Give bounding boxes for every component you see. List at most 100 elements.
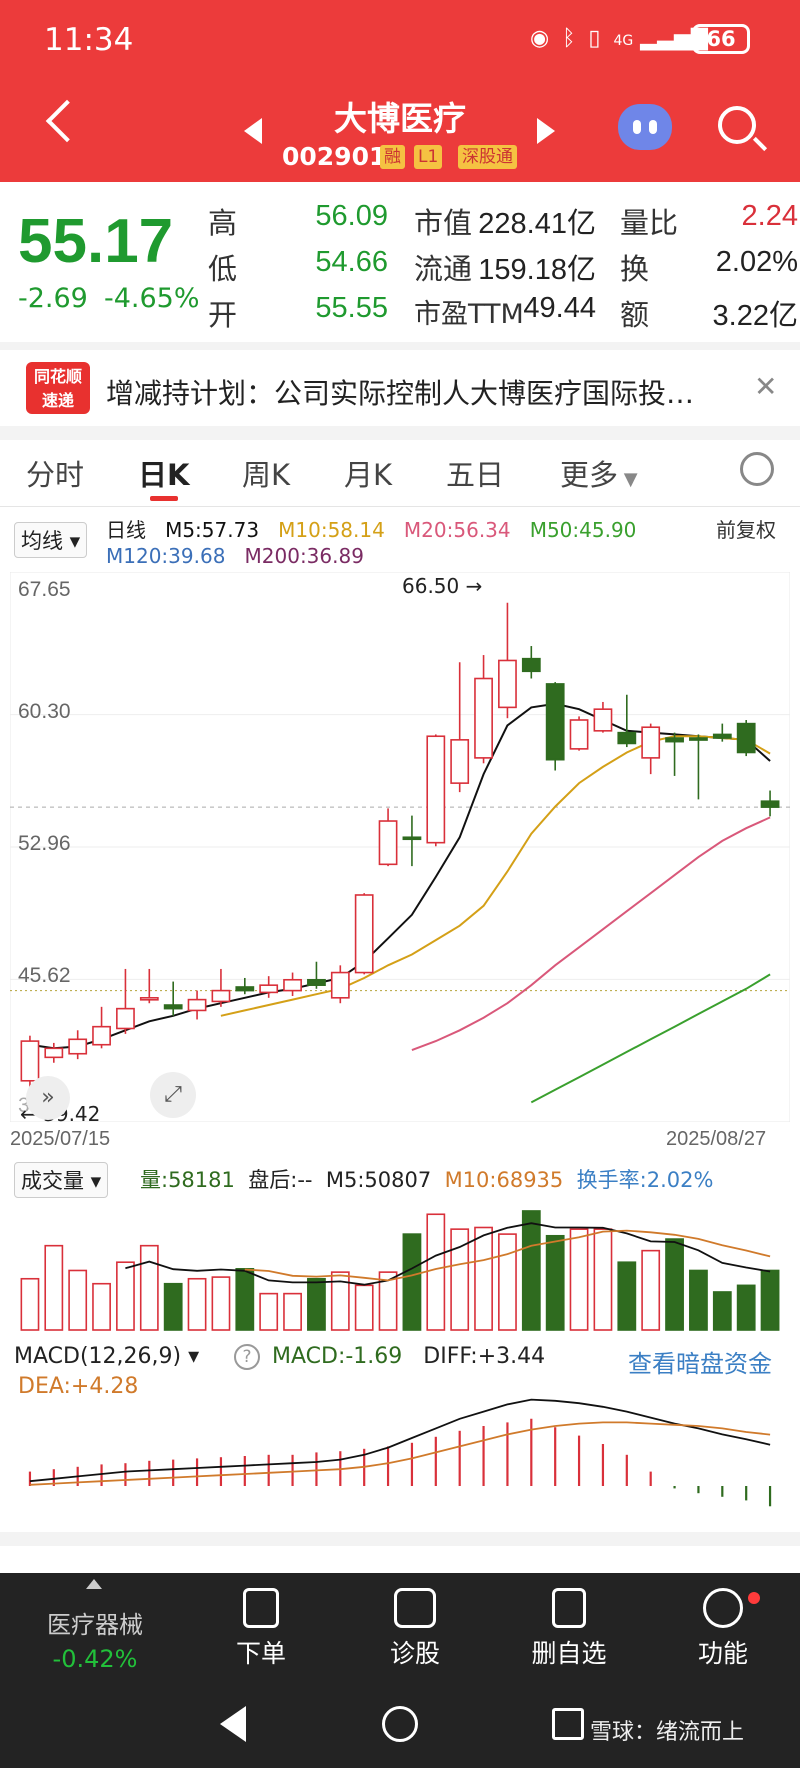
candle-body [641,726,661,759]
ma10-line [220,735,771,1017]
y-axis-label-3: 52.96 [18,832,71,855]
volume-bar [760,1269,780,1331]
fullscreen-icon[interactable]: ⤢ [150,1072,196,1118]
candle-body [521,657,541,673]
sector-change: -0.42% [52,1645,138,1673]
adjust-mode[interactable]: 前复权 [716,518,776,542]
back-icon[interactable] [45,99,89,143]
ma-legend-row1: 日线 M5:57.73 M10:58.14 M20:56.34 M50:45.9… [106,518,637,542]
close-icon[interactable]: ✕ [754,370,778,403]
volume-bar [498,1233,517,1331]
candle-body [283,978,302,992]
expand-left-icon[interactable]: » [26,1076,70,1120]
prev-stock-icon[interactable] [244,118,262,144]
vol-ratio-label: 量比 [620,206,679,240]
turnover-label: 换 [620,252,650,286]
tag-level: L1 [414,145,443,169]
open-value: 55.55 [315,292,388,324]
remove-icon [552,1588,586,1628]
next-stock-icon[interactable] [537,118,555,144]
notification-dot [748,1592,760,1604]
volume-bar [569,1228,589,1331]
float-label: 流通 [414,252,473,286]
macd-dea-line [29,1421,771,1486]
price-change-pct: -4.65% [104,283,200,314]
volume-bar [259,1292,279,1331]
diagnose-button[interactable]: 诊股 [360,1588,470,1670]
system-home-icon[interactable] [382,1706,418,1742]
volume-chart[interactable] [10,1196,790,1336]
volume-bar [92,1282,111,1331]
dark-pool-link[interactable]: 查看暗盘资金 [628,1350,772,1378]
volume-bar [712,1291,732,1331]
diagnose-icon [394,1588,436,1628]
volume-bar [44,1244,64,1331]
candle-body [665,737,684,743]
bluetooth-icon: ᛒ [562,26,576,51]
indicator-select[interactable]: 均线 ▾ [14,522,88,558]
kline-chart[interactable] [10,572,790,1122]
candle-body [545,683,565,761]
candle-body [44,1047,64,1059]
volume-indicator-select[interactable]: 成交量 ▾ [14,1162,109,1198]
candle-body [187,998,207,1012]
candle-body [259,984,279,994]
macd-legend: MACD:-1.69 DIFF:+3.44 [272,1344,546,1369]
high-label: 高 [208,206,238,240]
open-label: 开 [208,298,238,332]
help-icon[interactable]: ? [234,1344,260,1370]
current-price: 55.17 [18,207,174,276]
volume-bar [450,1228,470,1331]
candle-body [712,733,732,739]
volume-bar [330,1271,350,1331]
volume-bar [68,1269,88,1331]
settings-icon[interactable] [740,452,774,486]
tab-intraday[interactable]: 分时 [26,458,85,492]
tab-weekly-k[interactable]: 周K [242,458,291,492]
expand-up-icon[interactable] [86,1579,102,1589]
turnover-value: 2.02% [715,246,798,278]
order-icon [243,1588,279,1628]
volume-bar [736,1284,756,1331]
volume-bar [617,1261,637,1331]
tab-more[interactable]: 更多 ▼ [560,458,638,492]
order-button[interactable]: 下单 [206,1588,316,1670]
volume-bar [593,1228,613,1331]
system-recent-icon[interactable] [552,1708,584,1740]
candle-body [92,1025,111,1046]
pe-value: 49.44 [523,292,596,324]
candle-body [593,708,613,732]
amount-label: 额 [620,298,650,332]
sector-name[interactable]: 医疗器械 [47,1611,143,1639]
tab-five-day[interactable]: 五日 [446,458,505,492]
tab-daily-k[interactable]: 日K [138,458,190,492]
app-header: 11:34 ◉ ᛒ ▯ 4G ▂▃▅▇ 66 大博医疗 002901 融 L1 … [0,0,800,182]
volume-bar [665,1238,684,1331]
amount-value: 3.22亿 [712,300,798,332]
search-icon[interactable] [718,106,756,144]
news-headline[interactable]: 增减持计划：公司实际控制人大博医疗国际投… [106,377,695,410]
vol-ratio-value: 2.24 [741,200,798,232]
volume-bar [689,1269,708,1331]
assistant-robot-icon[interactable] [618,104,672,150]
candle-body [689,737,708,741]
price-change: -2.69 [18,283,88,314]
candle-body [307,978,326,986]
volume-bar [139,1244,159,1331]
status-time: 11:34 [44,22,134,58]
remove-watchlist-button[interactable]: 删自选 [514,1588,624,1670]
tab-monthly-k[interactable]: 月K [344,458,393,492]
functions-button[interactable]: 功能 [668,1588,778,1670]
mcap-value: 228.41亿 [478,208,596,240]
volume-bar [187,1277,207,1331]
candle-body [617,731,637,745]
candle-body [474,677,493,759]
volume-bar [641,1249,661,1331]
macd-select[interactable]: MACD(12,26,9) ▾ [14,1344,200,1369]
candle-body [354,894,374,974]
candle-body [402,836,422,841]
volume-bar [426,1213,446,1331]
system-back-icon[interactable] [220,1706,246,1742]
ma-legend-row2: M120:39.68 M200:36.89 [106,544,364,568]
macd-chart[interactable] [10,1396,790,1526]
